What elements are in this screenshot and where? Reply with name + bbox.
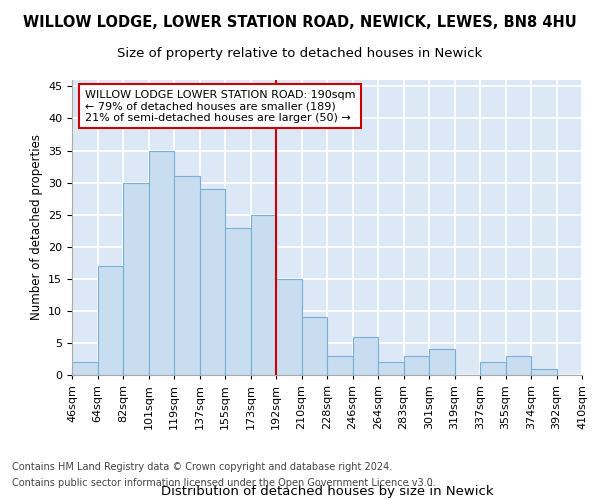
Bar (353, 336, 378, 375)
Text: Size of property relative to detached houses in Newick: Size of property relative to detached ho… (118, 48, 482, 60)
Bar (531, 368, 557, 375)
Bar (72, 362, 97, 375)
Bar (505, 356, 531, 375)
X-axis label: Distribution of detached houses by size in Newick: Distribution of detached houses by size … (161, 484, 493, 498)
Bar (480, 362, 505, 375)
Y-axis label: Number of detached properties: Number of detached properties (29, 134, 43, 320)
Bar (149, 150, 174, 375)
Bar (251, 214, 276, 375)
Bar (429, 350, 455, 375)
Text: WILLOW LODGE LOWER STATION ROAD: 190sqm
← 79% of detached houses are smaller (18: WILLOW LODGE LOWER STATION ROAD: 190sqm … (85, 90, 355, 123)
Bar (276, 279, 302, 375)
Bar (199, 189, 225, 375)
Bar (378, 362, 404, 375)
Text: Contains public sector information licensed under the Open Government Licence v3: Contains public sector information licen… (12, 478, 436, 488)
Bar (302, 318, 327, 375)
Bar (404, 356, 429, 375)
Text: WILLOW LODGE, LOWER STATION ROAD, NEWICK, LEWES, BN8 4HU: WILLOW LODGE, LOWER STATION ROAD, NEWICK… (23, 15, 577, 30)
Bar (123, 182, 149, 375)
Bar (174, 176, 199, 375)
Bar (327, 356, 353, 375)
Bar (97, 266, 123, 375)
Text: Contains HM Land Registry data © Crown copyright and database right 2024.: Contains HM Land Registry data © Crown c… (12, 462, 392, 472)
Bar (225, 228, 251, 375)
